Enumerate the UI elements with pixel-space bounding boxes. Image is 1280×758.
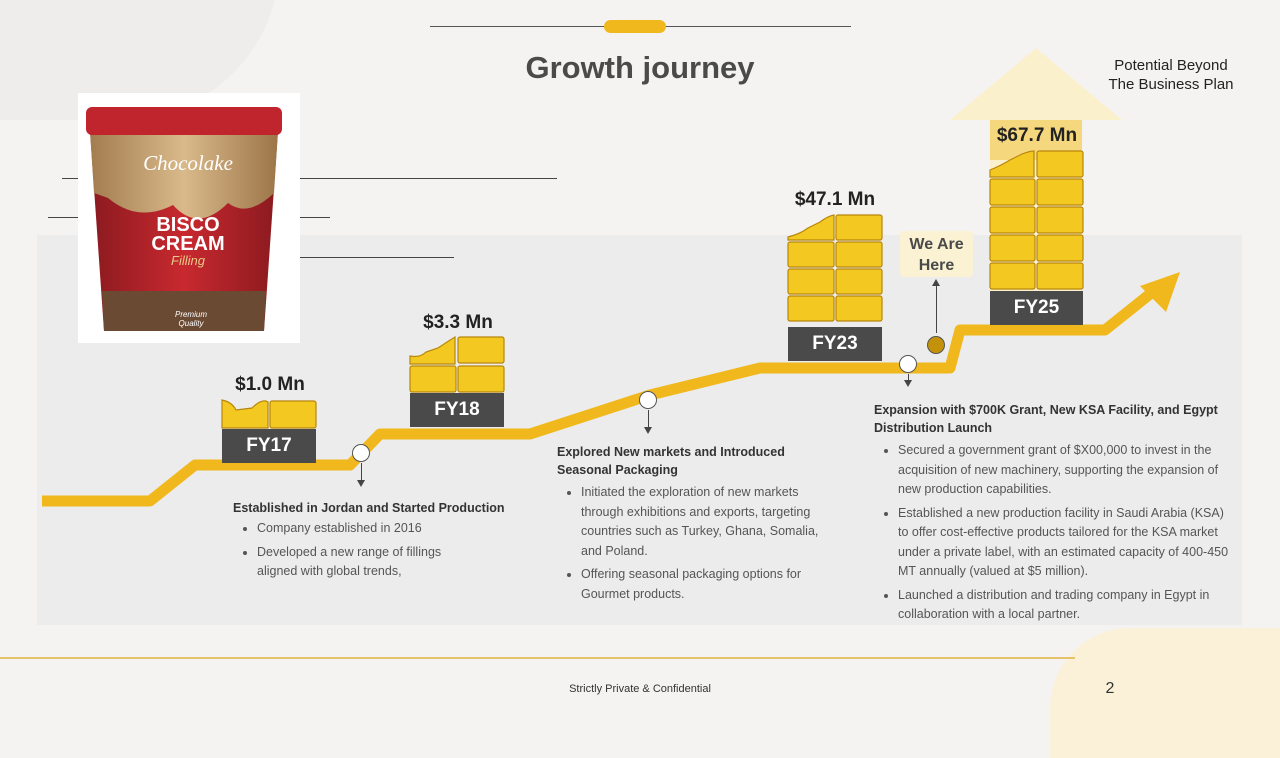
bullet-item: Offering seasonal packaging options for … <box>581 565 822 604</box>
milestone-description-2: Explored New markets and Introduced Seas… <box>557 443 822 608</box>
pointer-line <box>908 374 909 382</box>
year-label-fy23: FY23 <box>788 327 882 361</box>
bullet-item: Company established in 2016 <box>257 519 533 539</box>
product-name-line-2: CREAM <box>151 233 225 255</box>
potential-line-1: Potential Beyond <box>1114 57 1228 74</box>
milestone-marker-1 <box>352 444 370 462</box>
we-are-here-line-1: We Are <box>909 236 964 253</box>
year-label-fy25: FY25 <box>990 291 1083 325</box>
growth-arrow-head <box>1140 272 1180 312</box>
potential-line-2: The Business Plan <box>1108 76 1234 93</box>
product-image: Chocolake BISCO CREAM Filling Premium Qu… <box>78 93 300 343</box>
product-name-line-1: BISCO <box>156 214 220 236</box>
pointer-line <box>648 410 649 428</box>
bullet-item: Developed a new range of fillings aligne… <box>257 543 467 582</box>
bullet-item: Secured a government grant of $X00,000 t… <box>898 441 1234 500</box>
page-number: 2 <box>1105 680 1115 697</box>
we-are-here-badge: We Are Here <box>900 231 973 277</box>
value-fy18: $3.3 Mn <box>423 312 493 333</box>
footer-line <box>0 657 1075 659</box>
value-fy23: $47.1 Mn <box>794 189 876 210</box>
arrow-down-icon <box>644 427 652 434</box>
description-bullets: Initiated the exploration of new markets… <box>557 483 822 604</box>
current-position-marker <box>927 336 945 354</box>
description-bullets: Company established in 2016 Developed a … <box>233 519 533 582</box>
description-title: Expansion with $700K Grant, New KSA Faci… <box>874 403 1218 435</box>
potential-label: Potential Beyond The Business Plan <box>1096 56 1246 94</box>
bullet-item: Initiated the exploration of new markets… <box>581 483 822 561</box>
product-brand: Chocolake <box>143 151 233 175</box>
bullet-item: Launched a distribution and trading comp… <box>898 586 1234 625</box>
page-title: Growth journey <box>525 50 755 85</box>
decor-line <box>62 178 557 179</box>
arrow-up-icon <box>932 279 940 286</box>
description-bullets: Secured a government grant of $X00,000 t… <box>874 441 1234 625</box>
product-name: BISCO CREAM <box>133 214 243 255</box>
year-label-fy18: FY18 <box>410 393 504 427</box>
confidentiality-note: Strictly Private & Confidential <box>569 683 711 695</box>
pointer-line <box>936 285 937 333</box>
description-title: Established in Jordan and Started Produc… <box>233 501 505 515</box>
value-fy17: $1.0 Mn <box>235 374 305 395</box>
milestone-description-1: Established in Jordan and Started Produc… <box>233 499 533 586</box>
description-title: Explored New markets and Introduced Seas… <box>557 445 785 477</box>
we-are-here-line-2: Here <box>918 257 955 274</box>
header-accent <box>604 20 666 33</box>
milestone-marker-2 <box>639 391 657 409</box>
product-badge: Premium Quality <box>174 310 207 328</box>
year-label-fy17: FY17 <box>222 429 316 463</box>
milestone-description-3: Expansion with $700K Grant, New KSA Faci… <box>874 401 1234 629</box>
chocolate-blocks <box>221 150 1084 429</box>
arrow-down-icon <box>904 380 912 387</box>
value-fy25: $67.7 Mn <box>996 125 1078 146</box>
milestone-marker-3 <box>899 355 917 373</box>
product-subname: Filling <box>171 253 205 268</box>
header-line-right <box>666 26 851 27</box>
bullet-item: Established a new production facility in… <box>898 504 1234 582</box>
pointer-line <box>361 463 362 481</box>
arrow-down-icon <box>357 480 365 487</box>
header-line-left <box>430 26 605 27</box>
